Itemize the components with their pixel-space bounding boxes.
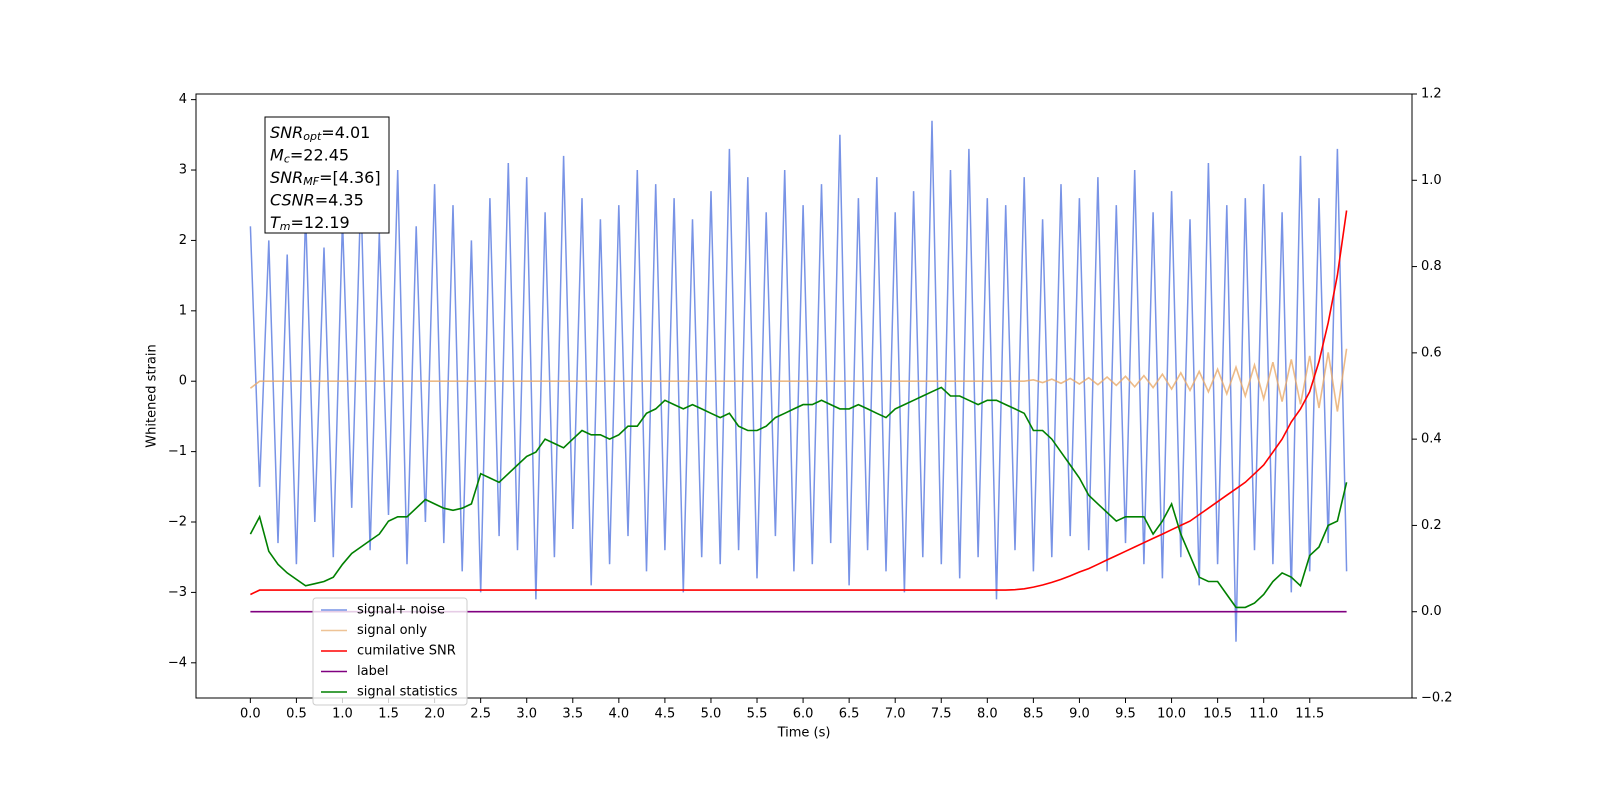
y-tick-label: 4 [179,92,187,107]
annotation-line: CSNR=4.35 [270,190,364,209]
x-tick-label: 10.0 [1157,707,1186,722]
legend-label: signal+ noise [357,603,445,618]
annotation-value: =4.01 [321,123,370,142]
series-line [250,210,1348,596]
legend-frame [312,597,468,706]
annotation-subscript: opt [303,130,322,143]
annotation-subscript: MF [303,175,319,188]
legend-label: signal statistics [357,685,458,700]
y-tick-label: −2 [168,515,187,530]
x-tick-label: 2.0 [424,707,445,722]
x-tick-label: 0.0 [240,707,261,722]
annotation-line: Tm=12.19 [270,213,350,234]
legend-label: cumilative SNR [357,644,456,659]
x-tick-label: 3.0 [516,707,537,722]
annotation-symbol: T [270,213,281,232]
y-axis-label: Whitened strain [145,344,160,447]
x-tick-label: 6.5 [839,707,860,722]
annotation-symbol: SNR [270,168,303,187]
y-tick-label: −4 [168,655,187,670]
x-tick-label: 2.5 [470,707,491,722]
series-line [249,120,1348,642]
x-tick-label: 1.0 [332,707,353,722]
plot-frame [195,93,1413,699]
annotation-box: SNRopt=4.01Mc=22.45SNRMF=[4.36]CSNR=4.35… [264,116,390,234]
y2-tick-label: 0.6 [1421,345,1442,360]
annotation-frame [264,116,390,234]
annotation-line: SNRopt=4.01 [270,123,370,144]
y2-tick-label: −0.2 [1421,691,1453,706]
x-tick-label: 11.0 [1249,707,1278,722]
y-tick-label: 0 [179,374,187,389]
x-tick-label: 11.5 [1295,707,1324,722]
y2-tick-label: 1.0 [1421,173,1442,188]
y2-tick-label: 0.8 [1421,259,1442,274]
x-tick-label: 5.5 [747,707,768,722]
y2-tick-label: 0.2 [1421,518,1442,533]
y2-tick-label: 1.2 [1421,87,1442,102]
x-tick-label: 5.0 [701,707,722,722]
annotation-value: =12.19 [291,213,350,232]
annotation-line: Mc=22.45 [270,145,349,166]
annotation-symbol: CSNR [270,190,315,209]
x-tick-label: 9.5 [1115,707,1136,722]
annotation-value: =[4.36] [319,168,381,187]
y-tick-label: 3 [179,163,187,178]
x-tick-label: 8.0 [977,707,998,722]
x-tick-label: 4.0 [608,707,629,722]
y2-tick-label: 0.0 [1421,604,1442,619]
y-tick-label: −3 [168,585,187,600]
annotation-symbol: SNR [270,123,303,142]
series-line [249,386,1348,609]
legend-label: label [357,664,388,679]
x-tick-label: 9.0 [1069,707,1090,722]
x-tick-label: 0.5 [286,707,307,722]
y-tick-label: −1 [168,444,187,459]
x-tick-label: 10.5 [1203,707,1232,722]
x-tick-label: 1.5 [378,707,399,722]
y-tick-label: 1 [179,303,187,318]
x-tick-label: 7.0 [885,707,906,722]
x-tick-label: 6.0 [793,707,814,722]
annotation-value: =4.35 [315,190,364,209]
x-axis-label: Time (s) [777,726,831,741]
annotation-value: =22.45 [290,145,349,164]
series-line [249,348,1348,412]
annotation-line: SNRMF=[4.36] [270,168,381,189]
annotation-symbol: M [270,145,284,164]
y-tick-label: 2 [179,233,187,248]
y2-tick-label: 0.4 [1421,432,1442,447]
x-tick-label: 3.5 [562,707,583,722]
x-tick-label: 7.5 [931,707,952,722]
x-tick-label: 4.5 [655,707,676,722]
legend: signal+ noise signal only cumilative SNR la… [312,597,468,706]
annotation-subscript: m [280,220,291,233]
annotation-subscript: c [284,153,290,166]
legend-label: signal only [357,623,427,638]
x-tick-label: 8.5 [1023,707,1044,722]
